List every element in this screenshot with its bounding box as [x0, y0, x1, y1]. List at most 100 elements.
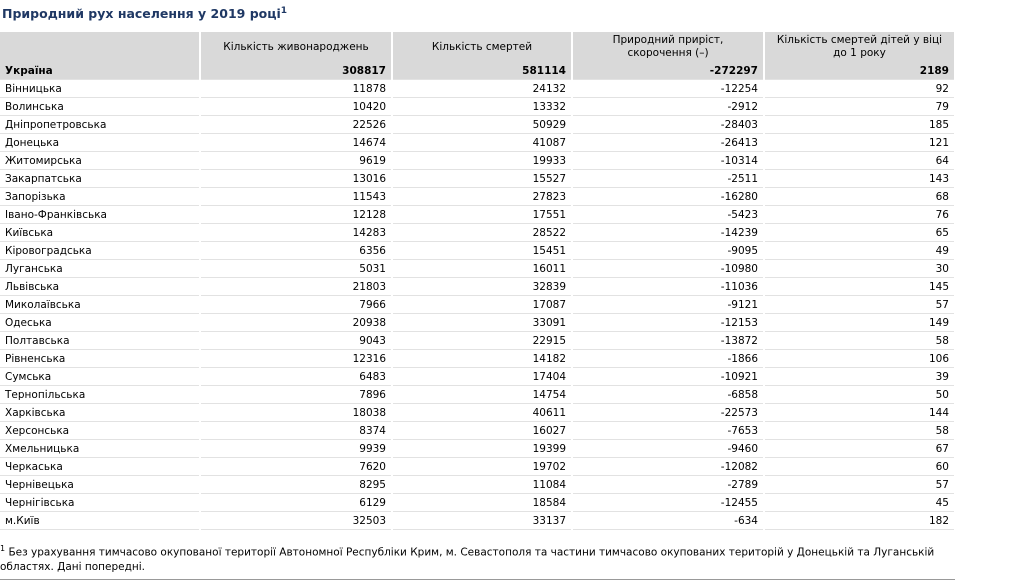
value-cell: 12316: [200, 349, 393, 368]
value-cell: 30: [764, 259, 956, 278]
footnote: 1 Без урахування тимчасово окупованої те…: [0, 542, 940, 574]
region-cell: Сумська: [0, 367, 201, 386]
value-cell: -9460: [572, 439, 765, 458]
value-cell: -1866: [572, 349, 765, 368]
value-cell: 9043: [200, 331, 393, 350]
table-row: Івано-Франківська 12128 17551 -5423 76: [0, 205, 956, 224]
table-row: Черкаська 7620 19702 -12082 60: [0, 457, 956, 476]
table-row: Тернопільська 7896 14754 -6858 50: [0, 385, 956, 404]
value-cell: 9939: [200, 439, 393, 458]
value-cell: -12153: [572, 313, 765, 332]
value-cell: -9121: [572, 295, 765, 314]
table-row: Київська 14283 28522 -14239 65: [0, 223, 956, 242]
value-cell: 16027: [392, 421, 573, 440]
value-cell: -2511: [572, 169, 765, 188]
value-cell: 11878: [200, 79, 393, 98]
region-cell: м.Київ: [0, 511, 201, 530]
region-cell: Тернопільська: [0, 385, 201, 404]
region-cell: Україна: [0, 62, 201, 80]
value-cell: 2189: [764, 62, 956, 80]
value-cell: 106: [764, 349, 956, 368]
value-cell: 32839: [392, 277, 573, 296]
value-cell: 19399: [392, 439, 573, 458]
value-cell: 17087: [392, 295, 573, 314]
rule: [0, 579, 955, 580]
table-row: Хмельницька 9939 19399 -9460 67: [0, 439, 956, 458]
value-cell: 33091: [392, 313, 573, 332]
value-cell: 76: [764, 205, 956, 224]
value-cell: -22573: [572, 403, 765, 422]
value-cell: 6356: [200, 241, 393, 260]
region-cell: Волинська: [0, 97, 201, 116]
table-row: м.Київ 32503 33137 -634 182: [0, 511, 956, 530]
table-row: Україна 308817 581114 -272297 2189: [0, 62, 956, 80]
value-cell: 58: [764, 331, 956, 350]
table-row: Житомирська 9619 19933 -10314 64: [0, 151, 956, 170]
value-cell: 6129: [200, 493, 393, 512]
region-cell: Одеська: [0, 313, 201, 332]
region-cell: Дніпропетровська: [0, 115, 201, 134]
region-cell: Чернігівська: [0, 493, 201, 512]
region-cell: Полтавська: [0, 331, 201, 350]
region-cell: Харківська: [0, 403, 201, 422]
value-cell: 49: [764, 241, 956, 260]
value-cell: 145: [764, 277, 956, 296]
value-cell: 143: [764, 169, 956, 188]
value-cell: 50929: [392, 115, 573, 134]
table-row: Одеська 20938 33091 -12153 149: [0, 313, 956, 332]
value-cell: 149: [764, 313, 956, 332]
region-cell: Херсонська: [0, 421, 201, 440]
value-cell: -16280: [572, 187, 765, 206]
title: Природний рух населення у 2019 році1: [2, 6, 287, 21]
value-cell: 13016: [200, 169, 393, 188]
value-cell: -12455: [572, 493, 765, 512]
table-body: Україна 308817 581114 -272297 2189 Вінницька 1…: [0, 62, 956, 530]
table-row: Рівненська 12316 14182 -1866 106: [0, 349, 956, 368]
value-cell: 17404: [392, 367, 573, 386]
value-cell: 28522: [392, 223, 573, 242]
value-cell: -14239: [572, 223, 765, 242]
header-cell: Кількість смертей дітей у віці до 1 року: [764, 32, 956, 62]
value-cell: 121: [764, 133, 956, 152]
value-cell: 40611: [392, 403, 573, 422]
value-cell: -28403: [572, 115, 765, 134]
region-cell: Київська: [0, 223, 201, 242]
table-row: Волинська 10420 13332 -2912 79: [0, 97, 956, 116]
header-cell: [0, 32, 201, 62]
value-cell: -26413: [572, 133, 765, 152]
region-cell: Закарпатська: [0, 169, 201, 188]
value-cell: 67: [764, 439, 956, 458]
value-cell: -10980: [572, 259, 765, 278]
table-row: Кіровоградська 6356 15451 -9095 49: [0, 241, 956, 260]
value-cell: 6483: [200, 367, 393, 386]
value-cell: 92: [764, 79, 956, 98]
value-cell: 45: [764, 493, 956, 512]
value-cell: 11543: [200, 187, 393, 206]
value-cell: 9619: [200, 151, 393, 170]
value-cell: 144: [764, 403, 956, 422]
value-cell: 50: [764, 385, 956, 404]
region-cell: Чернівецька: [0, 475, 201, 494]
table-row: Полтавська 9043 22915 -13872 58: [0, 331, 956, 350]
value-cell: -5423: [572, 205, 765, 224]
table-row: Херсонська 8374 16027 -7653 58: [0, 421, 956, 440]
value-cell: 7966: [200, 295, 393, 314]
value-cell: 18038: [200, 403, 393, 422]
value-cell: 7620: [200, 457, 393, 476]
value-cell: 14754: [392, 385, 573, 404]
value-cell: 8295: [200, 475, 393, 494]
value-cell: 65: [764, 223, 956, 242]
value-cell: 27823: [392, 187, 573, 206]
region-cell: Хмельницька: [0, 439, 201, 458]
value-cell: 10420: [200, 97, 393, 116]
value-cell: -13872: [572, 331, 765, 350]
value-cell: 19933: [392, 151, 573, 170]
value-cell: 68: [764, 187, 956, 206]
region-cell: Донецька: [0, 133, 201, 152]
value-cell: 79: [764, 97, 956, 116]
footnote-marker: 1: [0, 544, 6, 553]
value-cell: 33137: [392, 511, 573, 530]
table-row: Вінницька 11878 24132 -12254 92: [0, 79, 956, 98]
region-cell: Львівська: [0, 277, 201, 296]
